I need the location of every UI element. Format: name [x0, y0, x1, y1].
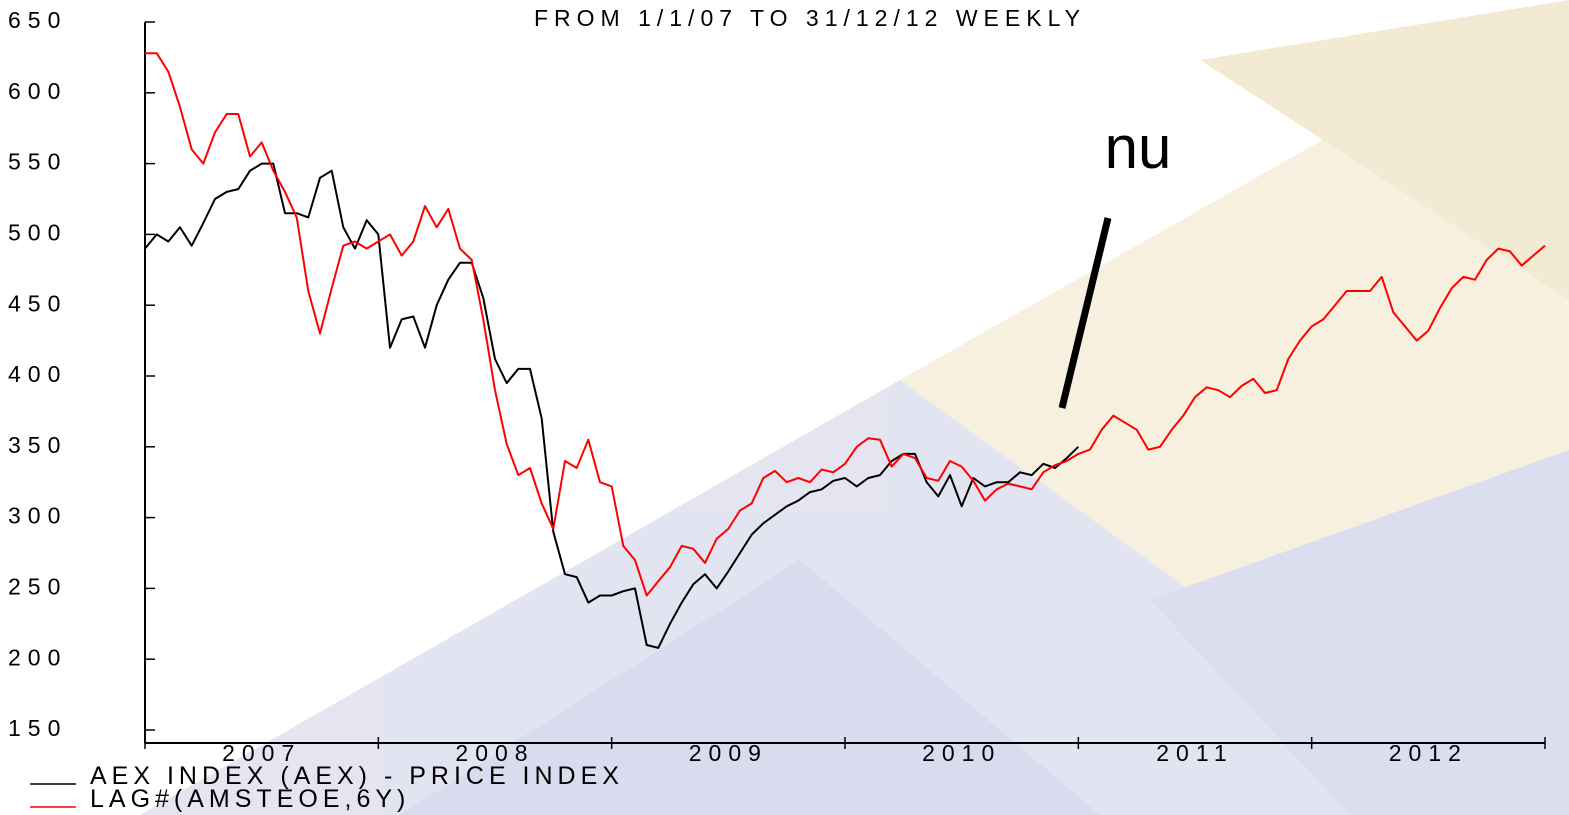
legend-label: LAG#(AMSTEOE,6Y) [90, 785, 410, 813]
y-tick-label: 250 [8, 573, 67, 599]
y-tick-label: 650 [8, 7, 67, 33]
x-tick-label: 2009 [689, 740, 768, 766]
x-tick-label: 2010 [922, 740, 1001, 766]
annotation: nu [1105, 114, 1172, 181]
y-tick-label: 350 [8, 432, 67, 458]
x-tick-label: 2007 [222, 740, 301, 766]
x-tick-label: 2011 [1156, 740, 1233, 766]
y-tick-label: 600 [8, 78, 67, 104]
y-tick-label: 550 [8, 149, 67, 175]
background [140, 0, 1569, 815]
y-tick-label: 200 [8, 644, 67, 670]
y-tick-label: 150 [8, 715, 67, 741]
y-tick-label: 500 [8, 219, 67, 245]
x-tick-label: 2008 [455, 740, 534, 766]
y-tick-label: 300 [8, 503, 67, 529]
chart: FROM 1/1/07 TO 31/12/12 WEEKLY nu AEX IN… [0, 0, 1569, 815]
y-tick-label: 400 [8, 361, 67, 387]
y-tick-label: 450 [8, 290, 67, 316]
chart-title: FROM 1/1/07 TO 31/12/12 WEEKLY [534, 5, 1086, 31]
x-tick-label: 2012 [1389, 740, 1468, 766]
